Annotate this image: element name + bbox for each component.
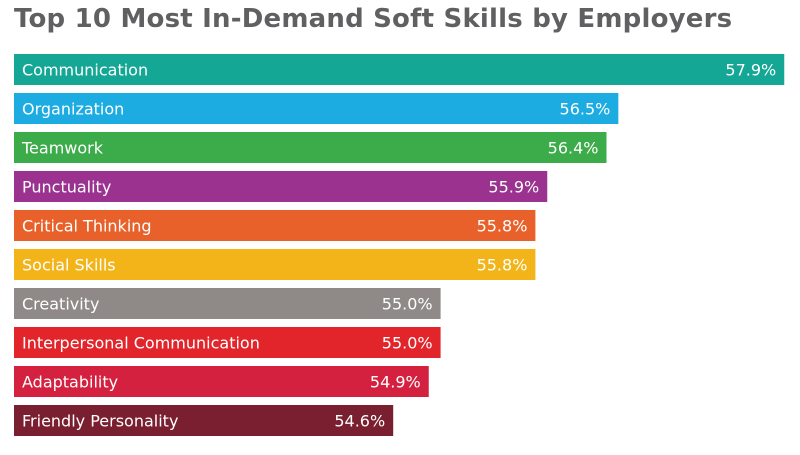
category-label: Creativity [22,295,99,314]
category-label: Teamwork [21,139,104,158]
value-label: 55.8% [477,256,528,275]
bar-friendly-personality [14,405,394,436]
category-label: Adaptability [22,373,118,392]
value-label: 56.4% [548,139,599,158]
value-label: 55.0% [382,334,433,353]
category-label: Critical Thinking [22,217,152,236]
bar-punctuality [14,171,548,202]
category-label: Interpersonal Communication [22,334,260,353]
bar-adaptability [14,366,429,397]
bar-communication [14,54,785,85]
value-label: 56.5% [560,100,611,119]
value-label: 55.0% [382,295,433,314]
value-label: 54.9% [370,373,421,392]
bar-teamwork [14,132,607,163]
bar-critical-thinking [14,210,536,241]
bar-creativity [14,288,441,319]
category-label: Communication [22,61,148,80]
chart-title: Top 10 Most In-Demand Soft Skills by Emp… [14,4,733,34]
bar-organization [14,93,619,124]
bar-interpersonal-communication [14,327,441,358]
value-label: 55.9% [488,178,539,197]
category-label: Punctuality [22,178,111,197]
category-label: Social Skills [22,256,116,275]
value-label: 54.6% [334,412,385,431]
category-label: Organization [22,100,124,119]
bar-social-skills [14,249,536,280]
category-label: Friendly Personality [22,412,178,431]
value-label: 57.9% [725,61,776,80]
value-label: 55.8% [477,217,528,236]
